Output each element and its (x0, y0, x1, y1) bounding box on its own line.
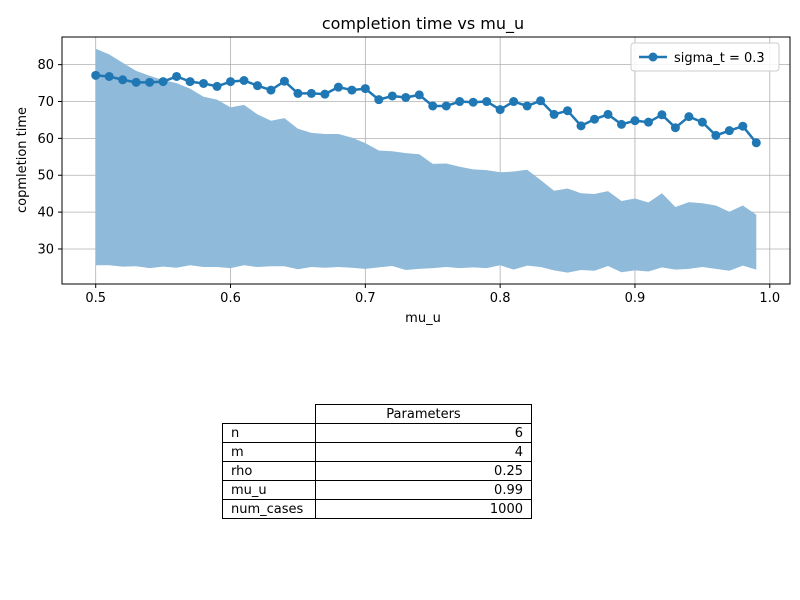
x-tick-label: 0.7 (355, 291, 376, 306)
data-point (684, 112, 694, 122)
table-row-value: 1000 (315, 499, 532, 519)
table-row-key: rho (222, 461, 316, 481)
range-band (95, 48, 757, 273)
parameters-table: Parameters n 6 m 4 rho 0.25 mu_u 0.99 nu… (222, 404, 532, 519)
table-row-key: num_cases (222, 499, 316, 519)
data-point (482, 97, 492, 107)
data-point (158, 77, 168, 87)
x-axis-label: mu_u (405, 311, 441, 326)
data-point (91, 70, 101, 80)
data-point (697, 117, 707, 127)
data-point (603, 109, 613, 119)
y-tick-label: 50 (37, 169, 54, 184)
data-point (266, 85, 276, 95)
data-point (212, 81, 222, 91)
data-point (657, 110, 667, 120)
x-tick-label: 0.8 (490, 291, 511, 306)
data-point (576, 121, 586, 131)
plot-frame (61, 36, 791, 285)
data-point (428, 101, 438, 111)
table-row-key: n (222, 423, 316, 443)
data-point (414, 90, 424, 100)
data-point (455, 97, 465, 107)
data-point (549, 109, 559, 119)
table-row-value: 0.99 (315, 480, 532, 500)
data-point (751, 138, 761, 148)
data-point (226, 77, 236, 87)
data-point (590, 114, 600, 124)
table-row-key: m (222, 442, 316, 462)
data-point (131, 77, 141, 87)
y-tick-label: 30 (37, 242, 54, 257)
table-row: m 4 (222, 442, 532, 462)
data-point (509, 97, 519, 107)
legend: sigma_t = 0.3 (630, 42, 780, 72)
data-point (279, 76, 289, 86)
table-row: n 6 (222, 423, 532, 443)
data-point (643, 117, 653, 127)
data-point (306, 88, 316, 98)
table-row: num_cases 1000 (222, 499, 532, 519)
y-tick-label: 70 (37, 95, 54, 110)
data-point (185, 77, 195, 87)
data-point (104, 71, 114, 81)
data-point (738, 121, 748, 131)
data-point (333, 82, 343, 92)
data-point (616, 119, 626, 129)
table-row-value: 4 (315, 442, 532, 462)
data-point (239, 76, 249, 86)
data-point (468, 97, 478, 107)
table-row-value: 0.25 (315, 461, 532, 481)
data-point (199, 78, 209, 88)
data-point (347, 85, 357, 95)
chart-title: completion time vs mu_u (322, 14, 524, 34)
table-corner-cell (223, 405, 316, 424)
data-point (630, 116, 640, 126)
legend-marker-swatch (648, 52, 658, 62)
data-point (711, 130, 721, 140)
table-header-cell: Parameters (315, 404, 532, 424)
legend-box (630, 42, 780, 72)
data-point (320, 89, 330, 99)
table-row-key: mu_u (222, 480, 316, 500)
data-point (495, 105, 505, 115)
data-point (118, 75, 128, 85)
y-axis-label: copmletion time (15, 107, 30, 213)
data-point (387, 91, 397, 101)
x-tick-label: 0.5 (85, 291, 106, 306)
y-tick-label: 80 (37, 58, 54, 73)
series-line-group (91, 70, 761, 148)
data-point (360, 84, 370, 94)
data-point (293, 88, 303, 98)
x-tick-label: 1.0 (759, 291, 780, 306)
table-row: rho 0.25 (222, 461, 532, 481)
table-row-value: 6 (315, 423, 532, 443)
x-tick-label: 0.9 (625, 291, 646, 306)
table-row: mu_u 0.99 (222, 480, 532, 500)
data-point (441, 101, 451, 111)
data-point (724, 126, 734, 136)
data-point (252, 81, 262, 91)
y-tick-label: 60 (37, 132, 54, 147)
legend-label: sigma_t = 0.3 (674, 51, 765, 66)
data-point (145, 77, 155, 87)
table-header-row: Parameters (223, 404, 532, 424)
data-point (522, 101, 532, 111)
axes: 0.5 0.6 0.7 0.8 0.9 1.0 30 40 50 60 70 80 (37, 36, 791, 306)
data-point (374, 95, 384, 105)
data-point (536, 96, 546, 106)
data-point (401, 92, 411, 102)
data-point (670, 123, 680, 133)
data-point (172, 71, 182, 81)
x-tick-label: 0.6 (220, 291, 241, 306)
data-point (563, 106, 573, 116)
y-tick-label: 40 (37, 206, 54, 221)
